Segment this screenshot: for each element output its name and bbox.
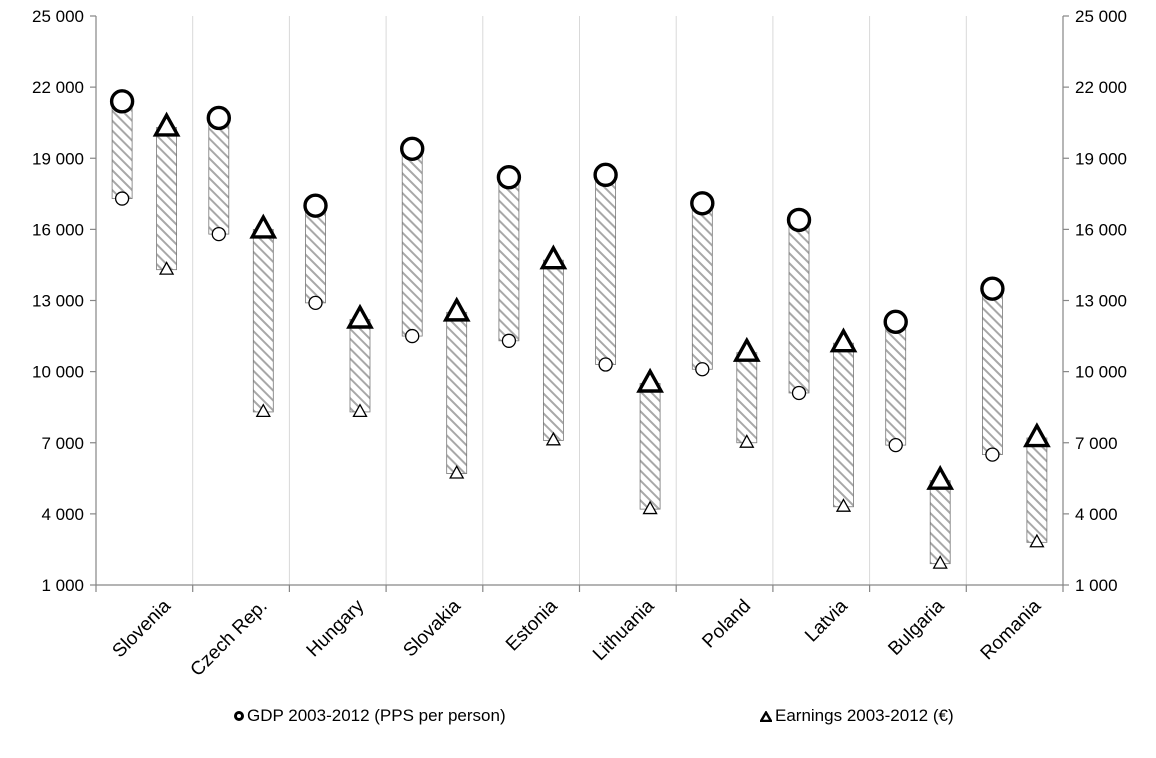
gdp-2003-marker xyxy=(985,447,1000,462)
earnings-2012-marker xyxy=(926,464,955,490)
x-tick-label: Poland xyxy=(698,596,755,653)
x-tick-label: Latvia xyxy=(801,595,852,646)
circle-marker-icon xyxy=(234,711,244,721)
gdp-range-bar xyxy=(982,288,1003,456)
gdp-range-bar xyxy=(498,176,520,342)
gdp-2003-marker xyxy=(114,191,130,206)
y-tick-label-left: 4 000 xyxy=(41,505,84,524)
earnings-2003-marker xyxy=(932,555,948,569)
gdp-range-bar xyxy=(885,321,907,446)
earnings-2003-marker xyxy=(158,261,175,275)
legend-label-earnings: Earnings 2003-2012 (€) xyxy=(775,706,954,725)
earnings-2003-marker xyxy=(352,403,368,418)
earnings-2012-marker xyxy=(1023,422,1051,448)
gdp-range-bar xyxy=(691,202,713,370)
gdp-2012-marker xyxy=(109,89,135,114)
gdp-2012-marker xyxy=(593,162,618,188)
y-tick-label-left: 10 000 xyxy=(32,363,84,382)
earnings-2012-marker xyxy=(829,327,858,353)
x-tick-label: Lithuania xyxy=(589,595,659,665)
legend-item-earnings: Earnings 2003-2012 (€) xyxy=(760,706,954,726)
earnings-2012-marker xyxy=(636,367,664,393)
earnings-2003-marker xyxy=(835,498,852,512)
gdp-2012-marker xyxy=(980,276,1005,301)
gdp-2003-marker xyxy=(598,357,613,372)
triangle-marker-icon xyxy=(760,710,772,722)
gdp-range-bar xyxy=(595,174,617,365)
y-tick-label-right: 16 000 xyxy=(1075,220,1127,239)
x-tick-label: Bulgaria xyxy=(884,595,948,659)
earnings-2003-marker xyxy=(739,434,755,448)
y-tick-label-left: 22 000 xyxy=(32,78,84,97)
gdp-range-bar xyxy=(111,100,133,199)
earnings-2003-marker xyxy=(1029,533,1045,548)
y-tick-label-right: 10 000 xyxy=(1075,363,1127,382)
gdp-2012-marker xyxy=(690,191,715,216)
earnings-range-bar xyxy=(542,259,564,441)
earnings-2012-marker xyxy=(152,111,181,137)
y-tick-label-right: 7 000 xyxy=(1075,434,1118,453)
earnings-2012-marker xyxy=(442,296,471,322)
y-tick-label-right: 1 000 xyxy=(1075,576,1118,595)
legend: GDP 2003-2012 (PPS per person) Earnings … xyxy=(0,706,1156,732)
legend-item-gdp: GDP 2003-2012 (PPS per person) xyxy=(234,706,506,726)
gdp-2012-marker xyxy=(883,309,908,335)
earnings-2012-marker xyxy=(346,303,374,329)
earnings-2012-marker xyxy=(539,244,568,270)
y-tick-label-left: 13 000 xyxy=(32,292,84,311)
x-tick-label: Hungary xyxy=(303,595,369,661)
earnings-range-bar xyxy=(156,127,177,271)
earnings-2012-marker xyxy=(249,213,278,239)
earnings-range-bar xyxy=(833,342,854,508)
earnings-range-bar xyxy=(1026,437,1048,543)
gdp-2012-marker xyxy=(400,136,425,161)
y-tick-label-left: 1 000 xyxy=(41,576,84,595)
earnings-range-bar xyxy=(736,352,758,444)
earnings-2003-marker xyxy=(449,464,465,479)
earnings-range-bar xyxy=(929,480,951,565)
gdp-2003-marker xyxy=(211,226,226,242)
gdp-2003-marker xyxy=(791,385,807,401)
earnings-range-bar xyxy=(446,311,468,474)
gdp-range-bar xyxy=(401,148,423,337)
earnings-range-bar xyxy=(349,319,371,413)
y-tick-label-left: 16 000 xyxy=(32,220,84,239)
x-tick-label: Czech Rep. xyxy=(187,596,272,681)
gdp-range-bar xyxy=(208,117,230,235)
earnings-2003-marker xyxy=(255,403,271,418)
earnings-2012-marker xyxy=(732,336,761,362)
y-tick-label-left: 7 000 xyxy=(41,434,84,453)
range-chart: 1 000 1 000 4 000 4 000 7 000 7 000 10 000 10 0… xyxy=(32,7,1127,681)
y-tick-label-right: 19 000 xyxy=(1075,149,1127,168)
gdp-2003-marker xyxy=(501,333,517,348)
y-tick-label-right: 4 000 xyxy=(1075,505,1118,524)
gdp-range-bar xyxy=(305,205,326,304)
x-tick-label: Slovenia xyxy=(109,595,176,662)
gdp-2003-marker xyxy=(405,328,420,344)
x-tick-label: Slovakia xyxy=(399,595,465,661)
y-tick-label-left: 19 000 xyxy=(32,149,84,168)
gdp-2003-marker xyxy=(888,437,903,453)
earnings-2003-marker xyxy=(545,431,561,446)
y-tick-label-right: 13 000 xyxy=(1075,292,1127,311)
gdp-2003-marker xyxy=(308,295,323,311)
gdp-range-bar xyxy=(788,219,810,394)
gdp-2012-marker xyxy=(206,105,232,131)
gdp-2003-marker xyxy=(695,362,710,377)
earnings-2003-marker xyxy=(642,500,658,515)
y-tick-label-left: 25 000 xyxy=(32,7,84,26)
earnings-range-bar xyxy=(639,383,661,510)
earnings-range-bar xyxy=(252,228,274,413)
gdp-2012-marker xyxy=(496,165,522,190)
gdp-2012-marker xyxy=(786,207,812,233)
x-tick-label: Estonia xyxy=(502,595,562,655)
y-tick-label-right: 22 000 xyxy=(1075,78,1127,97)
gdp-2012-marker xyxy=(303,193,328,218)
x-tick-label: Romania xyxy=(977,595,1046,664)
y-tick-label-right: 25 000 xyxy=(1075,7,1127,26)
legend-label-gdp: GDP 2003-2012 (PPS per person) xyxy=(247,706,506,725)
